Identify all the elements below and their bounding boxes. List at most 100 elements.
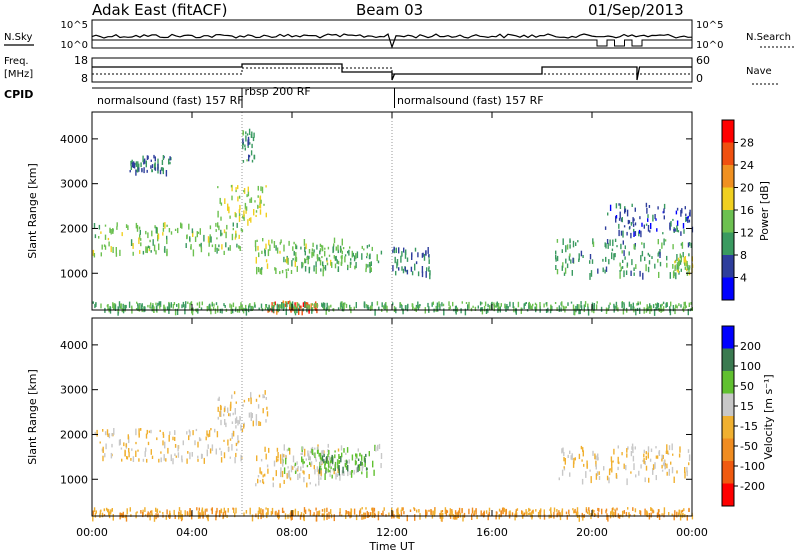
data-cell-band-6 xyxy=(426,511,428,515)
data-cell-band-5 xyxy=(304,251,306,256)
data-cell-band-11 xyxy=(249,303,251,307)
data-cell-band-6 xyxy=(135,512,137,519)
data-cell-band-11 xyxy=(545,302,547,305)
data-cell-band-10 xyxy=(677,259,680,266)
data-cell-band-6 xyxy=(155,507,157,512)
data-cell-band-10 xyxy=(689,265,691,268)
data-cell-band-9 xyxy=(626,231,628,236)
data-cell-band-2 xyxy=(297,467,299,470)
data-cell-band-0 xyxy=(110,452,113,459)
data-cell-band-0 xyxy=(160,457,162,463)
data-cell-band-0 xyxy=(175,455,177,458)
data-cell-band-11 xyxy=(543,303,545,308)
data-cell-band-7 xyxy=(392,249,394,253)
data-cell-band-5 xyxy=(655,475,657,481)
data-cell-band-6 xyxy=(454,510,457,515)
data-cell-band-11 xyxy=(525,302,527,305)
data-cell-band-0 xyxy=(112,246,114,253)
data-cell-band-3 xyxy=(292,455,295,463)
data-cell-band-1 xyxy=(231,394,233,399)
data-cell-band-0 xyxy=(130,239,133,246)
data-cell-band-2 xyxy=(228,206,230,214)
data-cell-band-5 xyxy=(581,478,584,485)
data-cell-band-11 xyxy=(443,308,445,316)
data-cell-band-11 xyxy=(100,303,102,309)
x-tick-label-3: 12:00 xyxy=(376,526,408,539)
data-cell-band-1 xyxy=(145,160,147,168)
data-cell-band-9 xyxy=(638,229,641,234)
data-cell-band-4 xyxy=(311,251,313,258)
data-cell-band-8 xyxy=(657,252,659,257)
data-cell-band-4 xyxy=(337,249,339,254)
data-cell-band-11 xyxy=(493,302,495,307)
data-cell-band-9 xyxy=(676,225,678,232)
data-cell-band-0 xyxy=(145,447,147,452)
data-cell-band-0 xyxy=(167,447,169,454)
data-cell-band-3 xyxy=(308,453,310,460)
data-cell-band-11 xyxy=(298,306,301,311)
data-cell-band-7 xyxy=(428,266,430,269)
data-cell-band-4 xyxy=(355,460,357,465)
data-cell-band-6 xyxy=(262,513,264,518)
data-cell-band-6 xyxy=(258,507,260,512)
data-cell-band-3 xyxy=(248,138,250,145)
data-cell-band-0 xyxy=(157,233,160,240)
data-cell-band-8 xyxy=(690,242,692,248)
data-cell-band-8 xyxy=(644,256,646,261)
colorbar-segment-1 xyxy=(722,142,734,165)
data-cell-band-3 xyxy=(288,447,290,451)
data-cell-band-1 xyxy=(170,157,172,161)
data-cell-band-0 xyxy=(203,234,205,242)
data-cell-band-0 xyxy=(118,439,121,446)
data-cell-band-10 xyxy=(672,264,674,269)
data-cell-band-0 xyxy=(160,451,162,454)
data-cell-band-2 xyxy=(302,464,304,468)
data-cell-band-4 xyxy=(347,465,349,472)
data-cell-band-11 xyxy=(311,303,314,306)
data-cell-band-11 xyxy=(196,302,199,306)
data-cell-band-6 xyxy=(283,510,285,514)
data-cell-band-6 xyxy=(235,507,237,514)
data-cell-band-6 xyxy=(629,514,631,517)
data-cell-band-6 xyxy=(339,511,341,517)
data-cell-band-5 xyxy=(355,253,357,260)
data-cell-band-4 xyxy=(283,256,285,263)
data-cell-band-3 xyxy=(295,468,297,473)
data-cell-band-5 xyxy=(300,246,302,250)
velocity-data xyxy=(92,318,694,522)
data-cell-band-3 xyxy=(335,472,337,480)
data-cell-band-11 xyxy=(224,305,226,308)
data-cell-band-5 xyxy=(687,449,690,453)
data-cell-band-6 xyxy=(100,509,102,512)
data-cell-band-2 xyxy=(327,449,329,453)
data-cell-band-11 xyxy=(353,306,355,310)
data-cell-band-11 xyxy=(562,305,565,311)
data-cell-band-5 xyxy=(339,245,342,253)
data-cell-band-3 xyxy=(354,457,357,461)
data-cell-band-7 xyxy=(398,267,400,271)
data-cell-band-5 xyxy=(634,446,636,450)
data-cell-band-11 xyxy=(646,304,648,308)
data-cell-band-6 xyxy=(452,514,455,520)
data-cell-band-7 xyxy=(406,269,409,275)
data-cell-band-11 xyxy=(464,308,467,316)
data-cell-band-1 xyxy=(235,416,238,423)
colorbar-segment-3 xyxy=(722,393,734,416)
data-cell-band-11 xyxy=(584,303,586,308)
data-cell-band-6 xyxy=(572,508,574,511)
data-cell-band-1 xyxy=(169,161,171,165)
data-cell-band-11 xyxy=(574,308,576,316)
data-cell-band-0 xyxy=(207,236,210,243)
data-cell-band-7 xyxy=(393,247,395,251)
data-cell-band-2 xyxy=(308,474,310,480)
data-cell-band-6 xyxy=(156,508,159,513)
data-cell-band-11 xyxy=(665,302,668,307)
data-cell-band-7 xyxy=(414,263,416,271)
data-cell-band-6 xyxy=(303,507,306,513)
data-cell-band-8 xyxy=(676,254,678,261)
data-cell-band-2 xyxy=(323,450,325,454)
data-cell-band-0 xyxy=(116,222,118,227)
data-cell-band-5 xyxy=(353,255,356,262)
data-cell-band-2 xyxy=(320,477,322,480)
data-cell-band-8 xyxy=(563,272,566,276)
